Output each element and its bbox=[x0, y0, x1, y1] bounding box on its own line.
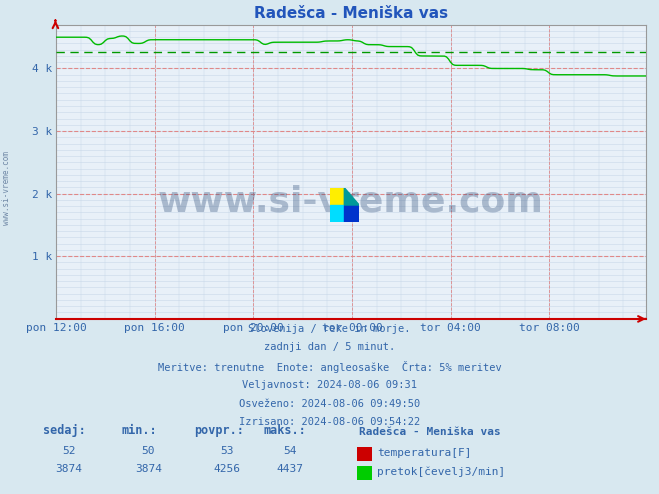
Bar bbox=[330, 188, 344, 205]
Text: 53: 53 bbox=[221, 446, 234, 456]
Text: zadnji dan / 5 minut.: zadnji dan / 5 minut. bbox=[264, 342, 395, 352]
Text: povpr.:: povpr.: bbox=[194, 424, 244, 437]
Text: pretok[čevelj3/min]: pretok[čevelj3/min] bbox=[377, 466, 505, 477]
Polygon shape bbox=[344, 188, 359, 205]
Text: min.:: min.: bbox=[122, 424, 158, 437]
Text: Slovenija / reke in morje.: Slovenija / reke in morje. bbox=[248, 324, 411, 333]
Bar bbox=[330, 205, 344, 222]
Text: Osveženo: 2024-08-06 09:49:50: Osveženo: 2024-08-06 09:49:50 bbox=[239, 399, 420, 409]
Text: 50: 50 bbox=[142, 446, 155, 456]
Text: Izrisano: 2024-08-06 09:54:22: Izrisano: 2024-08-06 09:54:22 bbox=[239, 417, 420, 427]
Text: temperatura[F]: temperatura[F] bbox=[377, 449, 471, 458]
Text: Radešca - Meniška vas: Radešca - Meniška vas bbox=[359, 427, 501, 437]
Text: 4437: 4437 bbox=[277, 464, 303, 474]
Text: 3874: 3874 bbox=[135, 464, 161, 474]
Text: 52: 52 bbox=[63, 446, 76, 456]
Text: sedaj:: sedaj: bbox=[43, 424, 86, 437]
Text: Meritve: trenutne  Enote: angleosaške  Črta: 5% meritev: Meritve: trenutne Enote: angleosaške Črt… bbox=[158, 361, 501, 373]
Text: 4256: 4256 bbox=[214, 464, 241, 474]
Text: maks.:: maks.: bbox=[264, 424, 306, 437]
Text: www.si-vreme.com: www.si-vreme.com bbox=[2, 151, 11, 225]
Text: Veljavnost: 2024-08-06 09:31: Veljavnost: 2024-08-06 09:31 bbox=[242, 380, 417, 390]
Text: 54: 54 bbox=[283, 446, 297, 456]
Bar bbox=[344, 205, 359, 222]
Text: 3874: 3874 bbox=[56, 464, 82, 474]
Title: Radešca - Meniška vas: Radešca - Meniška vas bbox=[254, 6, 448, 21]
Text: www.si-vreme.com: www.si-vreme.com bbox=[158, 184, 544, 218]
